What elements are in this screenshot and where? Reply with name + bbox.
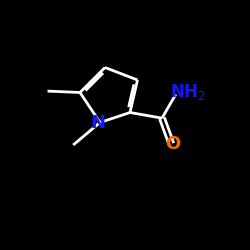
Text: O: O xyxy=(165,135,180,153)
Text: NH$_2$: NH$_2$ xyxy=(170,82,206,102)
Text: N: N xyxy=(90,114,105,132)
